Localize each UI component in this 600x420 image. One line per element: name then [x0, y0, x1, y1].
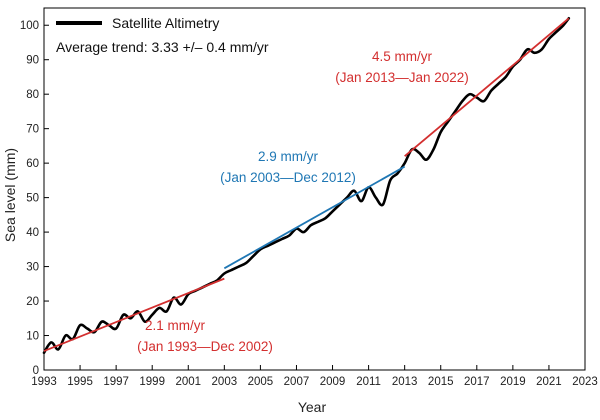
x-tick-label: 2007: [284, 376, 310, 388]
y-tick-label: 0: [33, 365, 39, 377]
x-tick-label: 2021: [536, 376, 562, 388]
y-tick-label: 40: [26, 227, 39, 239]
x-tick-label: 2017: [464, 376, 490, 388]
trend-line-2: [223, 165, 406, 270]
trend-period-label: (Jan 2013—Jan 2022): [335, 70, 469, 85]
plot-frame: [43, 7, 586, 371]
trend-period-label: (Jan 2003—Dec 2012): [220, 170, 356, 185]
trend-rate-label: 2.1 mm/yr: [145, 318, 206, 333]
trend-rate-label: 4.5 mm/yr: [372, 49, 433, 64]
x-tick-label: 1997: [103, 376, 129, 388]
x-axis-title: Year: [298, 399, 327, 415]
legend-subtitle: Average trend: 3.33 +/– 0.4 mm/yr: [56, 39, 269, 55]
trend-period-label: (Jan 1993—Dec 2002): [137, 339, 273, 354]
x-tick-label: 2019: [500, 376, 526, 388]
annotation-1993-2002: 2.1 mm/yr (Jan 1993—Dec 2002): [137, 318, 273, 354]
trend-line-1: [43, 277, 225, 352]
annotation-2003-2012: 2.9 mm/yr (Jan 2003—Dec 2012): [220, 149, 356, 185]
x-tick-label: 2011: [356, 376, 381, 388]
y-axis-title: Sea level (mm): [2, 148, 18, 242]
y-tick-label: 100: [20, 20, 39, 32]
y-tick-label: 60: [26, 158, 39, 170]
x-tick-label: 1995: [67, 376, 93, 388]
plot-marks: [42, 17, 571, 355]
x-tick-label: 2023: [572, 376, 598, 388]
trend-rate-label: 2.9 mm/yr: [258, 149, 319, 164]
legend-label: Satellite Altimetry: [112, 15, 219, 31]
series-line-satellite-altimetry: [42, 17, 571, 355]
annotation-2013-2022: 4.5 mm/yr (Jan 2013—Jan 2022): [335, 49, 469, 85]
x-tick-label: 2013: [392, 376, 418, 388]
x-tick-label: 1999: [139, 376, 165, 388]
trend-line-3: [404, 17, 570, 157]
x-tick-label: 2003: [212, 376, 238, 388]
y-tick-label: 70: [26, 124, 39, 136]
y-tick-label: 30: [26, 262, 39, 274]
y-tick-label: 90: [26, 55, 39, 67]
y-tick-label: 20: [26, 296, 39, 308]
y-tick-label: 10: [26, 331, 39, 343]
x-tick-label: 2015: [428, 376, 454, 388]
legend: Satellite Altimetry Average trend: 3.33 …: [56, 15, 269, 55]
x-tick-label: 2005: [248, 376, 274, 388]
axes: 1993 1995 1997 1999 2001 2003 2005 2007 2009 2011…: [20, 7, 598, 388]
x-tick-label: 2001: [175, 376, 201, 388]
x-tick-label: 2009: [320, 376, 346, 388]
y-tick-label: 80: [26, 89, 39, 101]
y-tick-label: 50: [26, 193, 39, 205]
x-tick-label: 1993: [31, 376, 57, 388]
